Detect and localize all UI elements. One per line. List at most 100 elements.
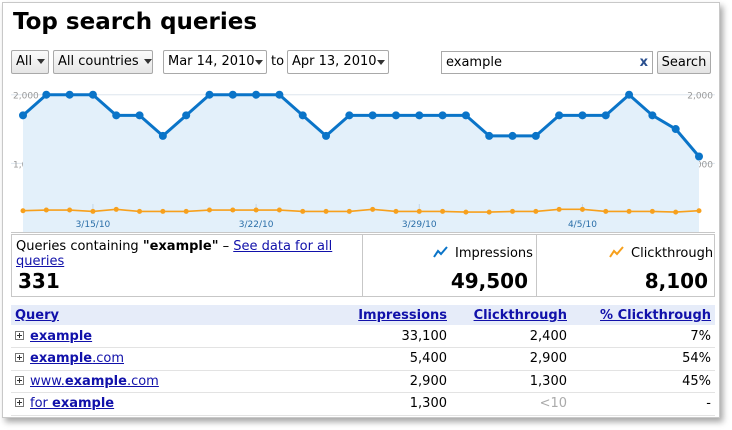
clickthrough-point bbox=[510, 208, 516, 214]
query-term: example bbox=[30, 351, 93, 367]
x-tick-label: 3/15/10 bbox=[76, 220, 111, 230]
table-row: example 33,100 2,400 7% bbox=[11, 325, 715, 348]
x-tick-label: 4/5/10 bbox=[568, 220, 597, 230]
sort-by-pct-clickthrough-link[interactable]: % Clickthrough bbox=[600, 307, 711, 323]
impressions-trend-icon bbox=[433, 246, 448, 258]
clickthrough-cell: 1,300 bbox=[451, 370, 571, 393]
query-link[interactable]: example bbox=[30, 329, 92, 344]
sort-by-clickthrough-link[interactable]: Clickthrough bbox=[473, 307, 567, 323]
date-to-select[interactable]: Apr 13, 2010 bbox=[287, 50, 389, 74]
report-panel: Top search queries All All countries Mar… bbox=[2, 2, 720, 418]
table-header-row: Query Impressions Clickthrough % Clickth… bbox=[11, 305, 715, 325]
clickthrough-point bbox=[323, 208, 329, 214]
query-suffix: .com bbox=[126, 373, 159, 389]
impressions-point bbox=[578, 111, 587, 120]
clickthrough-point bbox=[230, 207, 236, 213]
query-cell: for example bbox=[11, 392, 341, 416]
clickthrough-cell: 2,400 bbox=[451, 325, 571, 348]
impressions-cell: 5,400 bbox=[341, 347, 451, 371]
caption-term: "example" bbox=[142, 239, 219, 254]
y-tick-label-left: 2,000 bbox=[13, 92, 39, 102]
clickthrough-total: 8,100 bbox=[644, 269, 708, 293]
pct-clickthrough-cell: 45% bbox=[571, 370, 715, 393]
x-tick-label: 3/22/10 bbox=[239, 220, 274, 230]
query-count-value: 331 bbox=[18, 269, 60, 293]
y-tick-label-right: 1,000 bbox=[687, 160, 713, 170]
sort-by-query-link[interactable]: Query bbox=[15, 307, 60, 323]
impressions-column-header: Impressions bbox=[341, 305, 451, 325]
clickthrough-point bbox=[649, 208, 655, 214]
trend-chart-svg: 2,0002,0001,0001,0003/15/103/22/103/29/1… bbox=[11, 90, 715, 233]
search-input-value: example bbox=[446, 55, 502, 70]
table-row: www.example.com 2,900 1,300 45% bbox=[11, 370, 715, 393]
impressions-point bbox=[531, 131, 540, 140]
expand-icon[interactable] bbox=[15, 330, 24, 340]
clickthrough-point bbox=[137, 208, 143, 214]
clickthrough-point bbox=[183, 208, 189, 214]
table-row: for example 1,300 <10 - bbox=[11, 392, 715, 416]
search-button[interactable]: Search bbox=[657, 51, 711, 74]
type-select-value: All bbox=[16, 54, 33, 69]
query-count-box: Queries containing "example" – See data … bbox=[12, 235, 363, 296]
impressions-point bbox=[391, 111, 400, 120]
clickthrough-point bbox=[20, 208, 26, 214]
clickthrough-point bbox=[626, 208, 632, 214]
chevron-down-icon bbox=[255, 60, 263, 65]
see-all-queries-link[interactable]: See data for all queries bbox=[16, 239, 333, 269]
impressions-point bbox=[671, 125, 680, 134]
impressions-point bbox=[42, 90, 51, 99]
query-column-header: Query bbox=[11, 305, 341, 325]
date-from-select[interactable]: Mar 14, 2010 bbox=[163, 50, 267, 74]
clickthrough-point bbox=[253, 207, 259, 213]
page-title: Top search queries bbox=[13, 9, 258, 35]
clear-icon[interactable]: x bbox=[639, 55, 648, 70]
impressions-point bbox=[19, 111, 27, 120]
caption-separator: – bbox=[218, 239, 234, 254]
clickthrough-point bbox=[603, 208, 609, 214]
type-select[interactable]: All bbox=[11, 50, 49, 74]
impressions-point bbox=[508, 131, 517, 140]
query-count-caption: Queries containing "example" – See data … bbox=[16, 239, 336, 269]
x-tick-label: 3/29/10 bbox=[402, 220, 437, 230]
query-term: example bbox=[64, 373, 127, 389]
impressions-point bbox=[135, 111, 144, 120]
clickthrough-point bbox=[463, 209, 469, 215]
clickthrough-cell: 2,900 bbox=[451, 347, 571, 371]
impressions-point bbox=[438, 111, 447, 120]
clickthrough-point bbox=[440, 208, 446, 214]
query-cell: example.com bbox=[11, 347, 341, 371]
clickthrough-point bbox=[67, 207, 73, 213]
clickthrough-point bbox=[556, 206, 562, 212]
clickthrough-line bbox=[22, 208, 700, 213]
search-input[interactable]: example x bbox=[441, 51, 653, 74]
clickthrough-point bbox=[43, 207, 49, 213]
query-link[interactable]: for example bbox=[30, 396, 114, 411]
country-select[interactable]: All countries bbox=[53, 50, 153, 74]
impressions-point bbox=[88, 90, 97, 99]
clickthrough-point bbox=[90, 208, 96, 214]
clickthrough-point bbox=[579, 206, 585, 212]
chevron-down-icon bbox=[37, 59, 46, 64]
query-link[interactable]: example.com bbox=[30, 351, 124, 366]
chevron-down-icon bbox=[377, 60, 385, 65]
impressions-point bbox=[275, 90, 284, 99]
clickthrough-box: Clickthrough 8,100 bbox=[537, 235, 714, 296]
clickthrough-point bbox=[533, 208, 539, 214]
sort-by-impressions-link[interactable]: Impressions bbox=[358, 307, 447, 323]
impressions-point bbox=[65, 90, 74, 99]
caption-prefix: Queries containing bbox=[16, 239, 143, 254]
impressions-point bbox=[112, 111, 121, 120]
impressions-point bbox=[322, 131, 331, 140]
expand-icon[interactable] bbox=[15, 353, 24, 363]
trend-chart: 2,0002,0001,0001,0003/15/103/22/103/29/1… bbox=[11, 81, 715, 233]
expand-icon[interactable] bbox=[15, 375, 24, 385]
clickthrough-point bbox=[113, 206, 119, 212]
query-cell: www.example.com bbox=[11, 370, 341, 393]
query-cell: example bbox=[11, 325, 341, 348]
query-prefix: www. bbox=[30, 373, 65, 389]
impressions-point bbox=[625, 90, 634, 99]
impressions-point bbox=[205, 90, 214, 99]
query-link[interactable]: www.example.com bbox=[30, 374, 159, 389]
expand-icon[interactable] bbox=[15, 398, 24, 408]
impressions-cell: 1,300 bbox=[341, 392, 451, 416]
